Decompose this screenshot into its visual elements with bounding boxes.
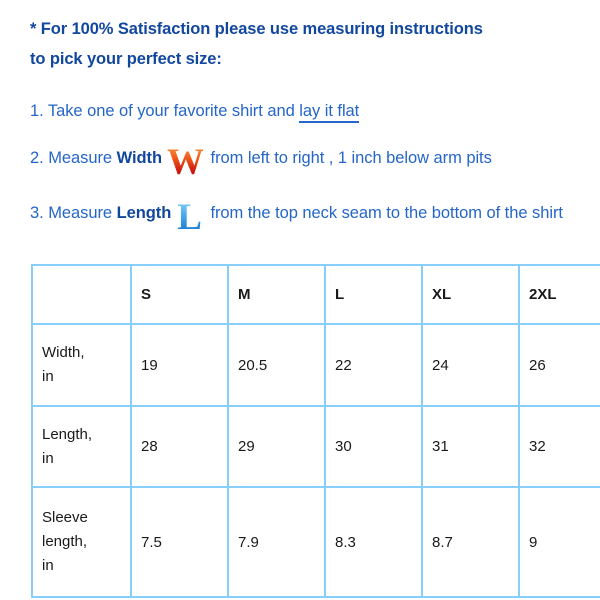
cell-length-m: 29 bbox=[227, 405, 326, 488]
headline-line-2: to pick your perfect size: bbox=[30, 50, 222, 68]
size-chart-head: S M L XL 2XL 3XL bbox=[31, 264, 600, 325]
row-label-width-line1: Width, bbox=[42, 344, 85, 361]
cell-length-xl: 31 bbox=[421, 405, 520, 488]
step-3-prefix: 3. Measure bbox=[30, 204, 117, 223]
cell-width-l: 22 bbox=[324, 323, 423, 407]
cell-width-2xl: 26 bbox=[518, 323, 600, 407]
row-label-sleeve-length: Sleeve length, in bbox=[31, 486, 132, 598]
measuring-instructions: * For 100% Satisfaction please use measu… bbox=[30, 14, 578, 236]
step-2-bold-width: Width bbox=[116, 149, 162, 167]
cell-sleeve-l: 8.3 bbox=[324, 486, 423, 598]
header-cell-s: S bbox=[130, 264, 229, 325]
lay-it-flat-link[interactable]: lay it flat bbox=[299, 102, 359, 123]
cell-length-2xl: 32 bbox=[518, 405, 600, 488]
row-label-sleeve-line1: Sleeve bbox=[42, 509, 88, 526]
size-chart-body: Width, in 19 20.5 22 24 26 28 Length, in… bbox=[31, 323, 600, 598]
header-cell-l: L bbox=[324, 264, 423, 325]
cell-sleeve-s: 7.5 bbox=[130, 486, 229, 598]
table-header-row: S M L XL 2XL 3XL bbox=[31, 264, 600, 325]
cell-width-s: 19 bbox=[130, 323, 229, 407]
step-3-suffix: from the top neck seam to the bottom of … bbox=[205, 204, 563, 223]
width-letter-icon: W bbox=[167, 142, 204, 184]
step-1: 1. Take one of your favorite shirt and l… bbox=[30, 96, 578, 126]
cell-sleeve-2xl: 9 bbox=[518, 486, 600, 598]
cell-width-m: 20.5 bbox=[227, 323, 326, 407]
length-letter-icon: L bbox=[177, 197, 202, 239]
cell-sleeve-m: 7.9 bbox=[227, 486, 326, 598]
row-label-width: Width, in bbox=[31, 323, 132, 407]
header-cell-xl: XL bbox=[421, 264, 520, 325]
row-label-sleeve-line2: length, bbox=[42, 533, 88, 550]
row-label-sleeve-line3: in bbox=[42, 557, 54, 574]
row-label-length-line2: in bbox=[42, 449, 54, 467]
headline-line-1: * For 100% Satisfaction please use measu… bbox=[30, 20, 483, 38]
table-row-width: Width, in 19 20.5 22 24 26 28 bbox=[31, 323, 600, 407]
table-row-length: Length, in 28 29 30 31 32 33 bbox=[31, 405, 600, 488]
step-3: 3. Measure Length L from the top neck sea… bbox=[30, 198, 578, 236]
step-1-text: 1. Take one of your favorite shirt and bbox=[30, 102, 300, 120]
row-label-length: Length, in bbox=[31, 405, 132, 488]
step-3-bold-length: Length bbox=[116, 204, 172, 223]
cell-width-xl: 24 bbox=[421, 323, 520, 407]
row-label-width-line2: in bbox=[42, 368, 54, 385]
cell-length-l: 30 bbox=[324, 405, 423, 488]
table-row-sleeve-length: Sleeve length, in 7.5 7.9 8.3 8.7 9 9.5 bbox=[31, 486, 600, 598]
cell-length-s: 28 bbox=[130, 405, 229, 488]
step-2: 2. Measure Width W from left to right , 1… bbox=[30, 143, 578, 181]
header-cell-2xl: 2XL bbox=[518, 264, 600, 325]
step-2-suffix: from left to right , 1 inch below arm pi… bbox=[206, 149, 492, 167]
step-2-prefix: 2. Measure bbox=[30, 149, 117, 167]
cell-sleeve-xl: 8.7 bbox=[421, 486, 520, 598]
header-cell-blank bbox=[31, 264, 132, 325]
header-cell-m: M bbox=[227, 264, 326, 325]
row-label-length-line1: Length, bbox=[42, 425, 93, 443]
size-chart-table: S M L XL 2XL 3XL Width, in 19 20.5 22 24… bbox=[31, 264, 600, 598]
